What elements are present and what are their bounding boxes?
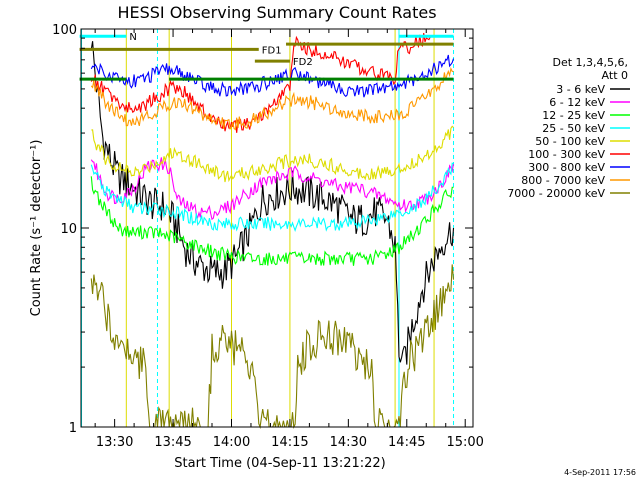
legend-label-8: 7000 - 20000 keV — [507, 187, 605, 200]
x-axis-label: Start Time (04-Sep-11 13:21:22) — [174, 456, 385, 471]
legend-title-line-2: Att 0 — [602, 69, 628, 82]
series-line-7 — [90, 66, 454, 131]
legend-label-0: 3 - 6 keV — [556, 83, 605, 96]
y-tick-label-0: 1 — [69, 421, 77, 436]
annotation-label-1: FD1 — [262, 45, 282, 56]
y-axis: 1 10 100 — [52, 23, 473, 436]
legend-label-7: 800 - 7000 keV — [521, 174, 605, 187]
series-line-3 — [90, 162, 454, 232]
x-tick-label-1: 13:45 — [154, 435, 191, 450]
legend-label-2: 12 - 25 keV — [542, 109, 605, 122]
legend-label-4: 50 - 100 keV — [535, 135, 605, 148]
x-tick-label-5: 14:45 — [388, 435, 425, 450]
plot-area: N FD1 FD2 — [79, 29, 455, 430]
legend-label-5: 100 - 300 keV — [528, 148, 605, 161]
series-line-4 — [91, 125, 454, 183]
legend-title-line-1: Det 1,3,4,5,6, — [552, 56, 628, 69]
timestamp: 4-Sep-2011 17:56 — [564, 468, 636, 477]
legend-label-1: 6 - 12 keV — [549, 96, 605, 109]
series-line-2 — [90, 176, 454, 266]
x-tick-label-0: 13:30 — [96, 435, 133, 450]
legend-label-3: 25 - 50 keV — [542, 122, 605, 135]
x-tick-label-3: 14:15 — [271, 435, 308, 450]
x-tick-label-4: 14:30 — [330, 435, 367, 450]
series-line-6 — [90, 54, 455, 98]
x-axis: 13:30 13:45 14:00 14:15 14:30 14:45 15:00 — [94, 29, 484, 450]
y-axis-label: Count Rate (s⁻¹ detector⁻¹) — [29, 140, 44, 317]
annotation-label-0: N — [129, 32, 136, 43]
y-tick-label-2: 100 — [52, 23, 77, 38]
annotation-label-2: FD2 — [293, 57, 313, 68]
legend-label-6: 300 - 800 keV — [528, 161, 605, 174]
x-tick-label-2: 14:00 — [213, 435, 250, 450]
chart-title: HESSI Observing Summary Count Rates — [117, 3, 436, 22]
x-tick-label-6: 15:00 — [446, 435, 483, 450]
y-tick-label-1: 10 — [60, 222, 77, 237]
